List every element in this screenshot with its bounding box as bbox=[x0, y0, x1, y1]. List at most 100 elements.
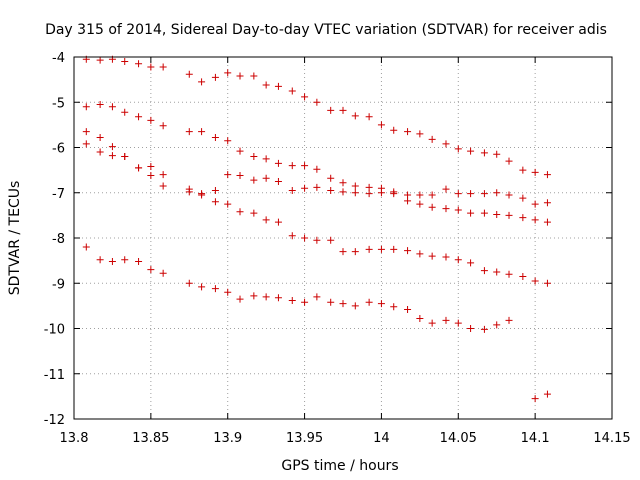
data-point-track-1 bbox=[236, 72, 244, 80]
data-point-track-4 bbox=[351, 248, 359, 256]
data-point-track-2 bbox=[236, 147, 244, 155]
data-point-track-5 bbox=[339, 300, 347, 308]
x-tick-label: 14.15 bbox=[593, 431, 630, 446]
data-point-track-1 bbox=[159, 63, 167, 71]
data-point-track-5 bbox=[147, 266, 155, 274]
data-point-track-5 bbox=[480, 325, 488, 333]
data-point-track-3 bbox=[519, 214, 527, 222]
data-point-track-2 bbox=[442, 185, 450, 193]
data-point-track-3 bbox=[274, 177, 282, 185]
data-point-track-4 bbox=[96, 148, 104, 156]
data-point-track-4 bbox=[224, 200, 232, 208]
data-point-track-4 bbox=[135, 164, 143, 172]
data-point-track-1 bbox=[211, 73, 219, 81]
data-point-track-1 bbox=[377, 121, 385, 129]
y-tick-label: -5 bbox=[52, 96, 65, 111]
data-point-track-4 bbox=[505, 270, 513, 278]
data-point-track-4 bbox=[211, 198, 219, 206]
data-point-track-2 bbox=[480, 190, 488, 198]
data-point-track-4 bbox=[365, 245, 373, 253]
data-point-track-1 bbox=[288, 87, 296, 95]
data-point-track-3 bbox=[442, 205, 450, 213]
data-point-track-4 bbox=[531, 277, 539, 285]
data-point-track-1 bbox=[404, 128, 412, 136]
data-point-track-4 bbox=[250, 209, 258, 217]
data-point-track-4 bbox=[493, 268, 501, 276]
y-tick-label: -10 bbox=[44, 323, 65, 338]
data-point-track-5 bbox=[365, 298, 373, 306]
axis-ticks: 13.8 13.85 13.9 13.95 14 14.05 14.1 14.15 -12 -11… bbox=[44, 51, 631, 446]
x-tick-label: 13.9 bbox=[213, 431, 242, 446]
data-point-track-4 bbox=[480, 267, 488, 275]
data-point-track-5 bbox=[351, 302, 359, 310]
data-point-track-1 bbox=[531, 168, 539, 176]
x-tick-label: 13.85 bbox=[132, 431, 169, 446]
data-point-track-4 bbox=[442, 253, 450, 261]
x-tick-label: 14.05 bbox=[440, 431, 477, 446]
data-point-track-1 bbox=[147, 63, 155, 71]
data-point-track-1 bbox=[390, 126, 398, 134]
data-point-track-3 bbox=[327, 186, 335, 194]
data-point-track-5 bbox=[377, 300, 385, 308]
data-point-track-5 bbox=[493, 321, 501, 329]
data-point-track-3 bbox=[365, 190, 373, 198]
data-point-track-5 bbox=[301, 298, 309, 306]
x-tick-label: 14 bbox=[373, 431, 390, 446]
data-point-track-4 bbox=[416, 250, 424, 258]
data-point-track-3 bbox=[96, 134, 104, 142]
data-point-track-2 bbox=[351, 182, 359, 190]
data-point-track-5 bbox=[404, 305, 412, 313]
data-point-track-5 bbox=[416, 315, 424, 323]
data-point-track-1 bbox=[442, 140, 450, 148]
data-point-track-4 bbox=[236, 208, 244, 216]
data-point-track-3 bbox=[224, 171, 232, 179]
data-point-track-5 bbox=[108, 258, 116, 266]
data-point-track-2 bbox=[159, 122, 167, 130]
data-point-track-1 bbox=[493, 150, 501, 158]
data-point-track-2 bbox=[96, 101, 104, 109]
data-point-track-3 bbox=[236, 172, 244, 180]
data-point-track-3 bbox=[82, 128, 90, 136]
data-point-track-4 bbox=[404, 247, 412, 255]
data-point-track-4 bbox=[543, 279, 551, 287]
data-point-track-5 bbox=[224, 288, 232, 296]
data-point-track-3 bbox=[480, 209, 488, 217]
data-point-track-2 bbox=[211, 134, 219, 142]
x-tick-label: 13.95 bbox=[286, 431, 323, 446]
data-point-track-5 bbox=[274, 294, 282, 302]
data-point-track-5 bbox=[121, 256, 129, 264]
data-point-track-3 bbox=[159, 171, 167, 179]
data-point-track-2 bbox=[82, 103, 90, 111]
data-point-track-4 bbox=[339, 248, 347, 256]
data-point-track-2 bbox=[505, 191, 513, 199]
data-point-track-3 bbox=[250, 176, 258, 184]
data-point-track-4 bbox=[262, 216, 270, 224]
data-point-track-1 bbox=[96, 56, 104, 64]
x-tick-label: 13.8 bbox=[60, 431, 89, 446]
data-point-track-2 bbox=[250, 153, 258, 161]
data-point-track-1 bbox=[365, 113, 373, 121]
data-point-track-1 bbox=[121, 58, 129, 66]
data-point-track-5 bbox=[442, 316, 450, 324]
data-point-track-3 bbox=[467, 209, 475, 217]
y-tick-label: -11 bbox=[44, 368, 65, 383]
data-point-track-3 bbox=[301, 184, 309, 192]
data-point-track-3 bbox=[147, 163, 155, 171]
data-point-track-5 bbox=[82, 243, 90, 251]
data-point-track-4 bbox=[121, 153, 129, 161]
data-point-track-5 bbox=[428, 319, 436, 327]
chart-title: Day 315 of 2014, Sidereal Day-to-day VTE… bbox=[45, 22, 607, 38]
data-point-track-4 bbox=[428, 252, 436, 260]
data-point-track-1 bbox=[467, 147, 475, 155]
data-point-track-3 bbox=[531, 216, 539, 224]
data-point-track-3 bbox=[416, 200, 424, 208]
data-point-track-2 bbox=[147, 116, 155, 124]
data-point-track-3 bbox=[108, 143, 116, 151]
data-point-track-4 bbox=[327, 236, 335, 244]
data-point-track-1 bbox=[224, 69, 232, 77]
data-point-track-5 bbox=[250, 292, 258, 300]
data-point-track-4 bbox=[274, 218, 282, 226]
x-axis-label: GPS time / hours bbox=[281, 458, 398, 474]
data-point-track-2 bbox=[185, 128, 193, 136]
